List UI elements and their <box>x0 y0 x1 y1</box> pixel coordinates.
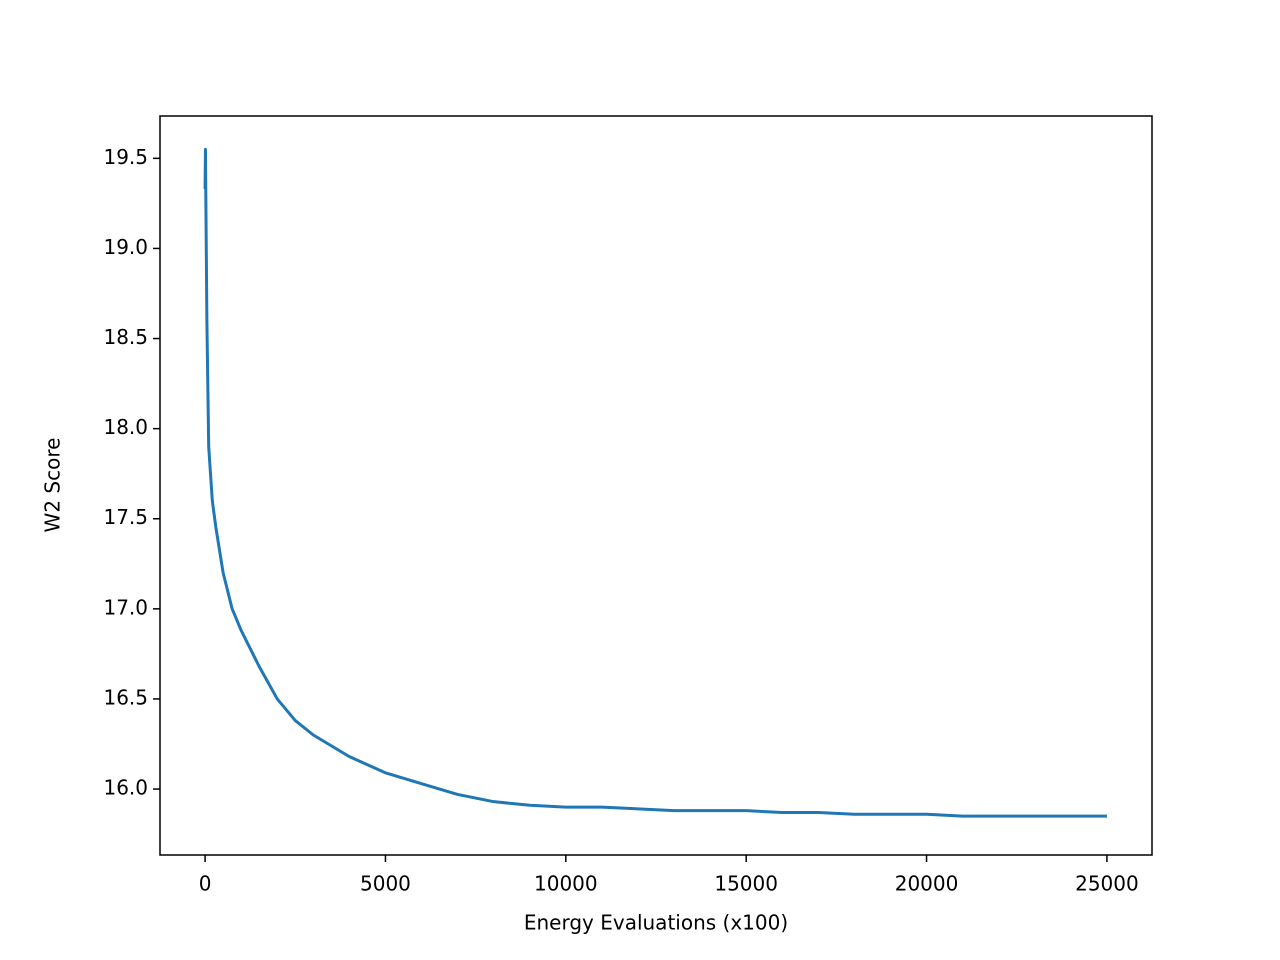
plot-frame <box>159 115 1153 856</box>
y-tick-label: 19.5 <box>103 145 148 169</box>
y-tick-label: 17.0 <box>103 595 148 619</box>
x-tick-label: 5000 <box>360 872 411 896</box>
y-tick-label: 17.5 <box>103 505 148 529</box>
x-tick-label: 25000 <box>1075 872 1139 896</box>
y-tick-label: 16.5 <box>103 685 148 709</box>
x-axis-label: Energy Evaluations (x100) <box>524 911 788 935</box>
y-tick-label: 18.5 <box>103 325 148 349</box>
x-tick-label: 20000 <box>895 872 959 896</box>
y-tick-label: 18.0 <box>103 415 148 439</box>
data-line <box>203 147 1107 818</box>
x-tick-label: 15000 <box>714 872 778 896</box>
y-axis-label: W2 Score <box>41 438 65 533</box>
x-tick-label: 0 <box>199 872 212 896</box>
x-tick-label: 10000 <box>534 872 598 896</box>
y-tick-label: 19.0 <box>103 235 148 259</box>
y-tick-label: 16.0 <box>103 776 148 800</box>
